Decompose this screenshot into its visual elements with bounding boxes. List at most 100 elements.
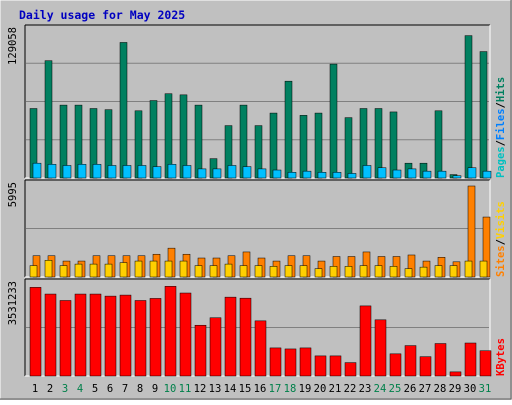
bar-sites <box>119 262 128 278</box>
y-max-label: 3531233 <box>7 281 19 325</box>
x-tick-label: 20 <box>314 383 327 395</box>
bar-kbytes <box>254 320 267 377</box>
bar-files <box>392 169 402 179</box>
bar-files <box>482 170 492 179</box>
x-tick-label: 10 <box>164 383 177 395</box>
bar-kbytes <box>29 287 42 377</box>
bar-files <box>467 167 477 179</box>
bar-sites <box>224 263 233 278</box>
bar-files <box>182 165 192 179</box>
bar-sites <box>74 263 83 278</box>
bar-hits <box>344 117 353 179</box>
bar-kbytes <box>419 356 432 377</box>
bar-files <box>92 164 102 179</box>
bar-sites <box>44 260 53 278</box>
bar-hits <box>389 111 398 179</box>
bar-files <box>452 175 462 179</box>
bar-sites <box>134 260 143 278</box>
bar-files <box>227 165 237 179</box>
bar-files <box>212 168 222 179</box>
bar-sites <box>179 260 188 278</box>
panel-visits-sites: 5995 Sites/Visits <box>7 179 507 278</box>
bar-kbytes <box>434 343 447 377</box>
x-tick-label: 5 <box>92 383 98 395</box>
chart-title: Daily usage for May 2025 <box>19 8 185 22</box>
bar-kbytes <box>149 298 162 377</box>
bar-files <box>77 164 87 179</box>
x-tick-label: 24 <box>374 383 387 395</box>
bar-kbytes <box>359 305 372 377</box>
bar-files <box>197 168 207 179</box>
x-tick-label: 26 <box>404 383 417 395</box>
bar-sites <box>254 265 263 278</box>
legend-entry: Pages <box>495 146 507 178</box>
bar-kbytes <box>59 300 72 377</box>
bar-hits <box>44 60 53 179</box>
bar-files <box>347 173 357 179</box>
x-tick-label: 16 <box>254 383 267 395</box>
legend-hits-files-pages: Pages/Files/Hits <box>495 77 507 178</box>
bar-kbytes <box>464 342 477 377</box>
legend-visits-sites: Sites/Visits <box>495 201 507 277</box>
x-tick-label: 6 <box>107 383 113 395</box>
x-tick-label: 19 <box>299 383 312 395</box>
x-tick-label: 27 <box>419 383 432 395</box>
bar-kbytes <box>134 300 147 377</box>
legend-entry: / <box>495 140 507 146</box>
bar-kbytes <box>194 324 207 377</box>
bar-files <box>257 168 267 179</box>
bar-kbytes <box>479 350 492 377</box>
bar-files <box>152 166 162 179</box>
bar-files <box>272 169 282 179</box>
bar-hits <box>269 112 278 179</box>
bar-sites <box>29 265 38 278</box>
bar-sites <box>344 266 353 278</box>
x-tick-label: 21 <box>329 383 342 395</box>
bar-files <box>167 164 177 179</box>
bar-sites <box>194 265 203 278</box>
bar-files <box>437 170 447 179</box>
bar-files <box>137 165 147 179</box>
bar-kbytes <box>404 345 417 377</box>
legend-entry: Sites <box>495 245 507 277</box>
bar-hits <box>194 104 203 179</box>
bar-files <box>362 165 372 179</box>
bar-files <box>332 172 342 179</box>
bar-sites <box>59 265 68 278</box>
legend-entry: Hits <box>495 77 507 102</box>
x-axis-labels: 1 2 3 4 5 6 7 8 9 10 11 12 13 14 15 16 17 18 19 20 21 22 23 24 2… <box>32 383 491 395</box>
x-tick-label: 14 <box>224 383 237 395</box>
x-tick-label: 30 <box>464 383 477 395</box>
bar-kbytes <box>374 319 387 377</box>
bar-files <box>47 164 57 179</box>
x-tick-label: 28 <box>434 383 447 395</box>
x-tick-label: 3 <box>62 383 68 395</box>
legend-entry: / <box>495 102 507 108</box>
bar-sites <box>329 266 338 278</box>
x-tick-label: 13 <box>209 383 222 395</box>
bar-sites <box>89 263 98 278</box>
x-tick-label: 8 <box>137 383 143 395</box>
x-tick-label: 9 <box>152 383 158 395</box>
bar-files <box>242 166 252 179</box>
bar-kbytes <box>179 292 192 377</box>
bar-sites <box>464 260 473 278</box>
bar-sites <box>479 260 488 278</box>
y-max-label: 5995 <box>7 182 19 207</box>
bar-files <box>302 170 312 179</box>
x-tick-label: 25 <box>389 383 402 395</box>
bar-kbytes <box>89 293 102 377</box>
bar-sites <box>449 265 458 278</box>
bar-files <box>32 162 42 179</box>
legend-entry: KBytes <box>495 338 507 376</box>
bar-sites <box>209 265 218 278</box>
bar-files <box>122 165 132 179</box>
x-tick-label: 2 <box>47 383 53 395</box>
bar-kbytes <box>284 348 297 377</box>
x-tick-label: 29 <box>449 383 462 395</box>
bar-hits <box>434 110 443 179</box>
bar-sites <box>419 266 428 278</box>
bar-files <box>107 165 117 179</box>
bar-kbytes <box>449 371 462 377</box>
